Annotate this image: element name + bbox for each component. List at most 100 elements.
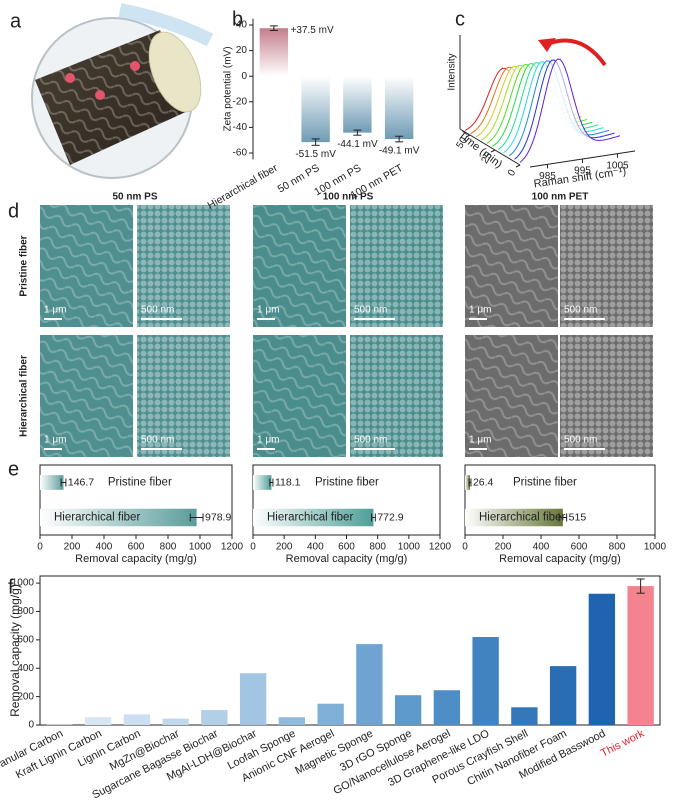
x-tick-label: 1200 — [221, 542, 244, 553]
value-label: -49.1 mV — [379, 146, 420, 157]
bar — [394, 695, 422, 725]
value-label: -51.5 mV — [295, 149, 336, 160]
scale-label: 1 μm — [257, 435, 279, 446]
bar — [40, 508, 197, 527]
x-tick-label: 0 — [250, 542, 256, 553]
x-tick-label: 600 — [338, 542, 355, 553]
x-tick-label: 1000 — [189, 542, 212, 553]
bar — [384, 76, 414, 140]
fiber-illustration — [31, 3, 214, 179]
x-tick-label: 800 — [609, 542, 626, 553]
bar — [253, 508, 374, 527]
error-bar — [353, 129, 362, 136]
z-tick — [515, 164, 521, 168]
error-bar — [269, 25, 278, 32]
sem-texture — [40, 335, 133, 457]
scale-label: 500 nm — [564, 305, 597, 316]
error-bar — [60, 478, 67, 487]
x-tick-label: 1200 — [429, 542, 452, 553]
bar — [472, 637, 499, 725]
category-label: Hierarchical fiber — [479, 512, 565, 524]
spectrum-curve — [519, 58, 621, 163]
bar — [465, 508, 563, 527]
y-tick-label: -40 — [233, 122, 248, 133]
x-tick-label: 0 — [462, 542, 468, 553]
scale-label: 1 μm — [469, 305, 491, 316]
x-tick-label: 600 — [571, 542, 588, 553]
bar — [278, 717, 306, 725]
y-axis-label: Removal capacity (mg/g) — [8, 584, 22, 717]
y-tick-label: 200 — [17, 691, 34, 702]
y-tick-label: 40 — [236, 20, 248, 31]
z-tick-label: 0 — [506, 167, 519, 178]
bar — [549, 666, 577, 725]
value-label: 146.7 — [68, 476, 94, 488]
error-bar — [311, 138, 320, 146]
x-tick-label: This work — [599, 727, 647, 759]
bar — [627, 586, 654, 725]
error-bar — [468, 478, 472, 487]
y-axis-label: Intensity — [447, 53, 458, 90]
value-label: 772.9 — [377, 511, 403, 523]
category-label: Pristine fiber — [513, 477, 577, 489]
y-tick-label: 400 — [17, 663, 34, 674]
bar — [343, 76, 372, 133]
plot-frame — [464, 464, 656, 536]
y-tick-label: 0 — [241, 71, 247, 82]
error-bar — [395, 135, 404, 143]
value-label: -44.1 mV — [337, 139, 378, 150]
error-bar — [189, 513, 204, 522]
y-tick-label: 800 — [17, 606, 34, 617]
y-tick-label: 1000 — [12, 578, 35, 589]
scale-label: 1 μm — [44, 435, 66, 446]
bar — [253, 475, 272, 490]
scale-label: 500 nm — [141, 305, 174, 316]
panel-label: d — [8, 200, 19, 222]
plot-frame — [39, 575, 661, 726]
bar — [123, 714, 151, 725]
bar — [84, 717, 112, 725]
bar — [588, 593, 616, 725]
x-tick-label: Hierarchical fiber — [206, 162, 281, 212]
sem-texture — [465, 335, 558, 457]
x-tick-label: 800 — [369, 542, 386, 553]
x-axis-label: Removal capacity (mg/g) — [286, 553, 408, 565]
bar — [356, 644, 383, 725]
x-tick-label: 200 — [276, 542, 293, 553]
error-bar — [636, 578, 645, 594]
sem-texture — [137, 335, 230, 457]
category-label: Pristine fiber — [315, 477, 379, 489]
column-title: 100 nm PS — [323, 192, 374, 203]
x-tick-label: 1005 — [606, 160, 629, 171]
sem-texture — [253, 205, 346, 327]
x-tick-label: 400 — [307, 542, 324, 553]
scale-label: 500 nm — [141, 435, 174, 446]
value-label: 118.1 — [275, 476, 301, 488]
bar — [40, 475, 64, 490]
panel-label: f — [8, 576, 14, 598]
error-bar — [558, 513, 568, 522]
x-tick-label: 0 — [37, 542, 43, 553]
scale-label: 1 μm — [44, 305, 66, 316]
panel-label: c — [455, 8, 465, 30]
scale-label: 500 nm — [354, 305, 387, 316]
z-tick — [490, 149, 496, 153]
error-bar — [269, 478, 274, 487]
row-label: Pristine fiber — [19, 235, 30, 296]
category-label: Hierarchical fiber — [54, 512, 140, 524]
scale-label: 500 nm — [354, 435, 387, 446]
value-label: 978.9 — [205, 511, 231, 523]
bar — [317, 703, 344, 725]
sem-texture — [137, 205, 230, 327]
x-tick-label: 200 — [64, 542, 81, 553]
bar — [239, 673, 267, 725]
panel-label: b — [232, 8, 243, 30]
value-label: 26.4 — [473, 476, 494, 488]
sem-texture — [465, 205, 558, 327]
bar — [259, 28, 289, 77]
bar — [162, 718, 189, 725]
y-axis-label: Zeta potential (mV) — [223, 46, 234, 131]
sem-texture — [40, 205, 133, 327]
x-tick-label: 800 — [160, 542, 177, 553]
